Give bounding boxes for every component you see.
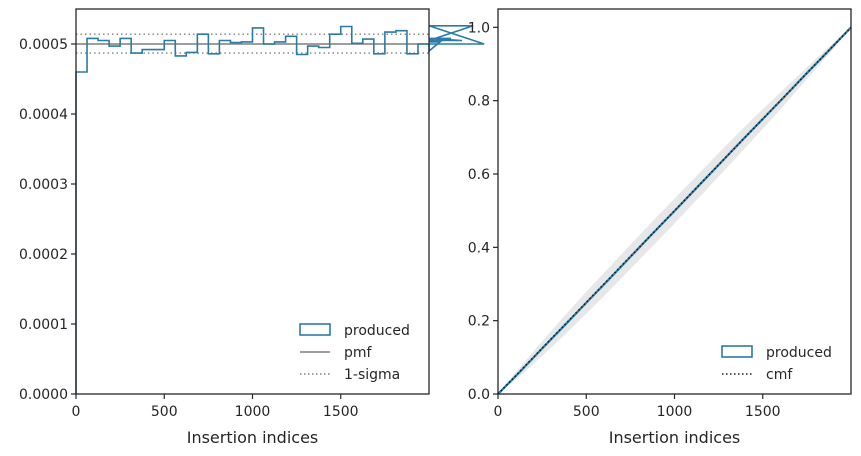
left-xtick-label: 500	[151, 404, 178, 420]
left-ytick-label: 0.0004	[19, 107, 68, 123]
right-x-axis-title: Insertion indices	[609, 428, 741, 447]
right-xtick-label: 1000	[657, 404, 693, 420]
produced-histogram	[75, 25, 485, 394]
legend-label-pmf: pmf	[344, 345, 373, 361]
right-ytick-label: 1.0	[468, 20, 490, 36]
right-ytick-label: 0.4	[468, 240, 490, 256]
legend-swatch-produced	[721, 345, 753, 358]
left-ytick-label: 0.0000	[19, 387, 68, 403]
left-ytick-label: 0.0003	[19, 177, 68, 193]
right-ytick-label: 0.6	[468, 167, 490, 183]
right-xtick-label: 0	[494, 404, 503, 420]
left-ytick-label: 0.0005	[19, 37, 68, 53]
right-legend: produced cmf	[721, 345, 832, 383]
legend-label-produced: produced	[344, 323, 410, 339]
right-ytick-label: 0.0	[468, 387, 490, 403]
left-ytick-label: 0.0001	[19, 317, 68, 333]
left-xtick-label: 1000	[235, 404, 271, 420]
right-chart-panel: 0 500 1000 1500 0.0 0.2 0.4 0.6 0.8 1.0 Insertion …	[468, 8, 852, 447]
left-legend: produced pmf 1-sigma	[299, 323, 410, 383]
left-xtick-label: 1500	[323, 404, 359, 420]
left-x-axis-title: Insertion indices	[187, 428, 319, 447]
right-xtick-label: 1500	[745, 404, 781, 420]
legend-label-1-sigma: 1-sigma	[344, 367, 400, 383]
left-ytick-label: 0.0002	[19, 247, 68, 263]
right-ytick-label: 0.8	[468, 94, 490, 110]
legend-label-cmf: cmf	[766, 367, 793, 383]
right-ytick-label: 0.2	[468, 314, 490, 330]
right-xtick-label: 500	[573, 404, 600, 420]
cmf-line	[497, 26, 852, 395]
left-xtick-label: 0	[72, 404, 81, 420]
legend-swatch-produced	[299, 323, 331, 336]
legend-label-produced: produced	[766, 345, 832, 361]
left-chart-panel: 0 500 1000 1500 0.0000 0.0001 0.0002 0.0003 0.00…	[19, 8, 485, 447]
